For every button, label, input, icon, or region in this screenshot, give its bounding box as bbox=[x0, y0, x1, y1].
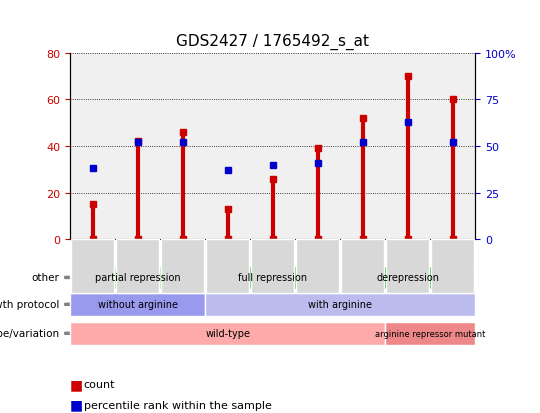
Text: with arginine: with arginine bbox=[308, 299, 372, 310]
Text: partial repression: partial repression bbox=[95, 273, 180, 283]
Text: arginine repressor mutant: arginine repressor mutant bbox=[375, 329, 485, 338]
Text: other: other bbox=[31, 273, 59, 283]
Text: growth protocol: growth protocol bbox=[0, 299, 59, 310]
Text: ■: ■ bbox=[70, 398, 83, 412]
Text: without arginine: without arginine bbox=[98, 299, 178, 310]
Text: percentile rank within the sample: percentile rank within the sample bbox=[84, 400, 272, 410]
Text: genotype/variation: genotype/variation bbox=[0, 328, 59, 339]
Text: ■: ■ bbox=[70, 377, 83, 391]
Text: wild-type: wild-type bbox=[205, 328, 250, 339]
Text: derepression: derepression bbox=[376, 273, 439, 283]
Title: GDS2427 / 1765492_s_at: GDS2427 / 1765492_s_at bbox=[176, 33, 369, 50]
Text: full repression: full repression bbox=[238, 273, 307, 283]
Text: count: count bbox=[84, 379, 115, 389]
